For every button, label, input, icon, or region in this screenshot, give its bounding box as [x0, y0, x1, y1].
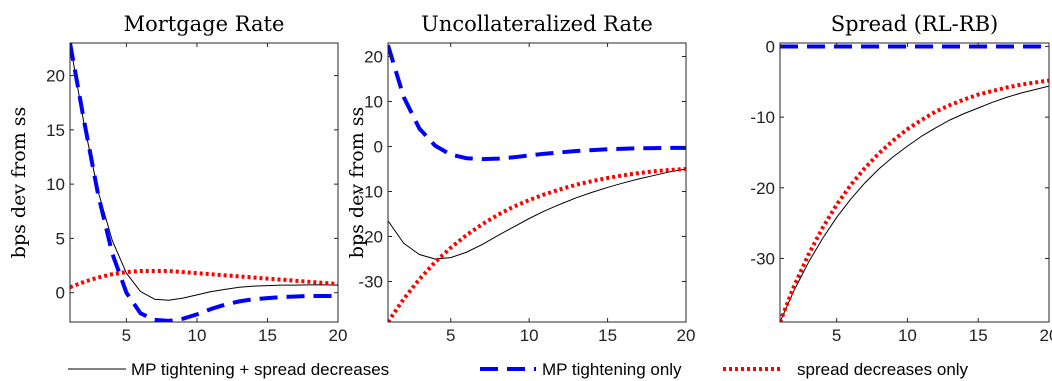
panel-title: Mortgage Rate: [124, 12, 285, 36]
y-tick-label: -20: [358, 228, 383, 247]
series-line-3: [780, 78, 1049, 322]
legend: MP tightening + spread decreases MP tight…: [68, 360, 969, 379]
x-tick-label: 10: [520, 326, 539, 345]
y-tick-label: 20: [46, 67, 65, 86]
y-tick-label: 20: [364, 48, 383, 67]
y-tick-label: 10: [364, 93, 383, 112]
panel-3: 5 10 15 20 -30 -20 -10 0 Spread (RL-RB): [750, 12, 1052, 345]
y-tick-label: 0: [56, 284, 65, 303]
y-axis-label: bps dev from ss: [346, 107, 368, 258]
x-tick-label: 20: [677, 326, 696, 345]
panel-2: 5 10 15 20 -30 -20 -10 0 10 20 Uncollateralized Ra…: [346, 12, 695, 345]
legend-label-3: spread decreases only: [797, 360, 969, 379]
y-tick-label: 5: [56, 229, 65, 248]
x-tick-label: 15: [598, 326, 617, 345]
x-tick-label: 5: [446, 326, 455, 345]
x-tick-label: 5: [832, 326, 841, 345]
y-tick-label: 15: [46, 121, 65, 140]
y-tick-label: -30: [750, 249, 775, 268]
axes-frame: [387, 42, 687, 323]
legend-label-2: MP tightening only: [542, 360, 682, 379]
panel-1: 5 10 15 20 0 5 10 15 20 Mortgage Rate bps dev from…: [8, 12, 347, 345]
x-tick-label: 5: [122, 326, 131, 345]
x-tick-label: 10: [898, 326, 917, 345]
series-line-3: [388, 167, 686, 322]
y-tick-label: -30: [358, 273, 383, 292]
series-line-1: [780, 85, 1049, 322]
x-tick-label: 20: [329, 326, 348, 345]
legend-label-1: MP tightening + spread decreases: [131, 360, 389, 379]
series-line-1: [388, 168, 686, 260]
y-tick-label: 0: [766, 38, 775, 57]
x-tick-label: 15: [258, 326, 277, 345]
y-tick-label: -10: [750, 108, 775, 127]
panel-title: Uncollateralized Rate: [421, 12, 653, 36]
series-line-2: [70, 43, 338, 322]
y-tick-label: -20: [750, 179, 775, 198]
y-axis-label: bps dev from ss: [8, 107, 30, 258]
series-line-2: [388, 44, 686, 162]
y-tick-label: 10: [46, 175, 65, 194]
y-tick-label: -10: [358, 183, 383, 202]
axes-frame: [69, 42, 339, 323]
x-tick-label: 15: [969, 326, 988, 345]
y-tick-label: 0: [374, 138, 383, 157]
series-line-1: [70, 43, 338, 301]
panel-title: Spread (RL-RB): [831, 12, 998, 36]
axes-frame: [779, 42, 1050, 323]
x-tick-label: 10: [187, 326, 206, 345]
x-tick-label: 20: [1040, 326, 1052, 345]
